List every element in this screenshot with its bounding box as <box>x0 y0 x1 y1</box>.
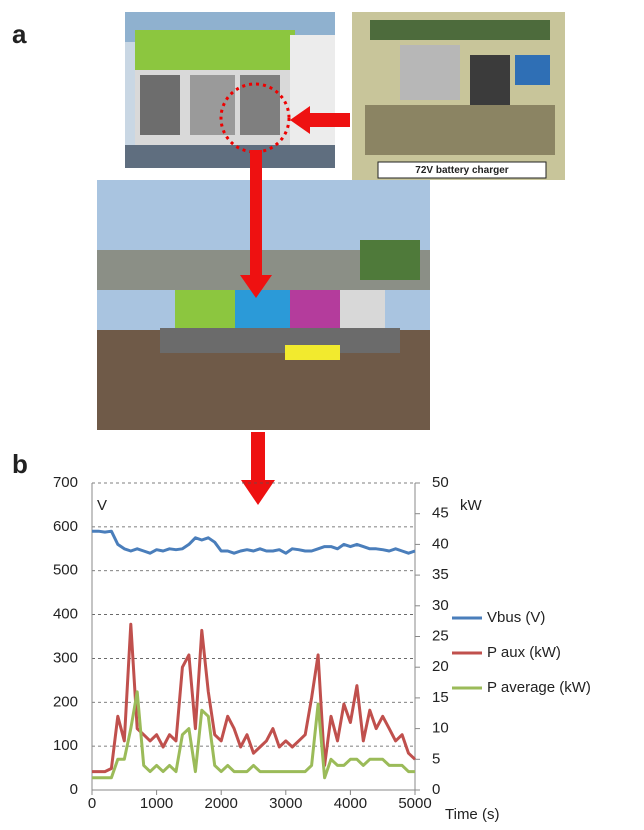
x-tick-label: 1000 <box>140 795 173 812</box>
photo-train-car <box>125 12 335 168</box>
x-tick-label: 4000 <box>334 795 367 812</box>
y2-tick-label: 5 <box>432 750 440 767</box>
y-tick-label: 300 <box>53 649 78 666</box>
y2-tick-label: 20 <box>432 658 449 675</box>
y-axis-label: V <box>97 497 107 514</box>
series-line <box>92 622 417 774</box>
y-tick-label: 400 <box>53 606 78 623</box>
legend-label: P aux (kW) <box>487 644 561 661</box>
x-tick-label: 3000 <box>269 795 302 812</box>
photo-locomotive <box>97 180 430 430</box>
y-tick-label: 0 <box>70 781 78 798</box>
y2-tick-label: 35 <box>432 566 449 583</box>
y2-tick-label: 15 <box>432 689 449 706</box>
panel-label: b <box>12 449 28 479</box>
photo-charger: 72V battery charger <box>352 12 565 180</box>
x-tick-label: 2000 <box>205 795 238 812</box>
y2-tick-label: 0 <box>432 781 440 798</box>
chart: 0100200300400500600700051015202530354045… <box>53 474 591 823</box>
y2-axis-label: kW <box>460 497 483 514</box>
y-tick-label: 100 <box>53 737 78 754</box>
legend-label: Vbus (V) <box>487 609 545 626</box>
arrows <box>240 106 350 505</box>
y-tick-label: 600 <box>53 518 78 535</box>
series-line <box>92 690 415 780</box>
y2-tick-label: 25 <box>432 627 449 644</box>
series-line <box>92 529 416 555</box>
x-tick-label: 5000 <box>398 795 431 812</box>
y-tick-label: 500 <box>53 562 78 579</box>
y2-tick-label: 30 <box>432 597 449 614</box>
y2-tick-label: 10 <box>432 720 449 737</box>
panel-label: a <box>12 19 27 49</box>
y2-tick-label: 40 <box>432 535 449 552</box>
photo-caption: 72V battery charger <box>415 165 508 176</box>
legend-label: P average (kW) <box>487 679 591 696</box>
y-tick-label: 700 <box>53 474 78 491</box>
y-tick-label: 200 <box>53 693 78 710</box>
y2-tick-label: 50 <box>432 474 449 491</box>
y2-tick-label: 45 <box>432 505 449 522</box>
x-axis-label: Time (s) <box>445 806 499 823</box>
x-tick-label: 0 <box>88 795 96 812</box>
